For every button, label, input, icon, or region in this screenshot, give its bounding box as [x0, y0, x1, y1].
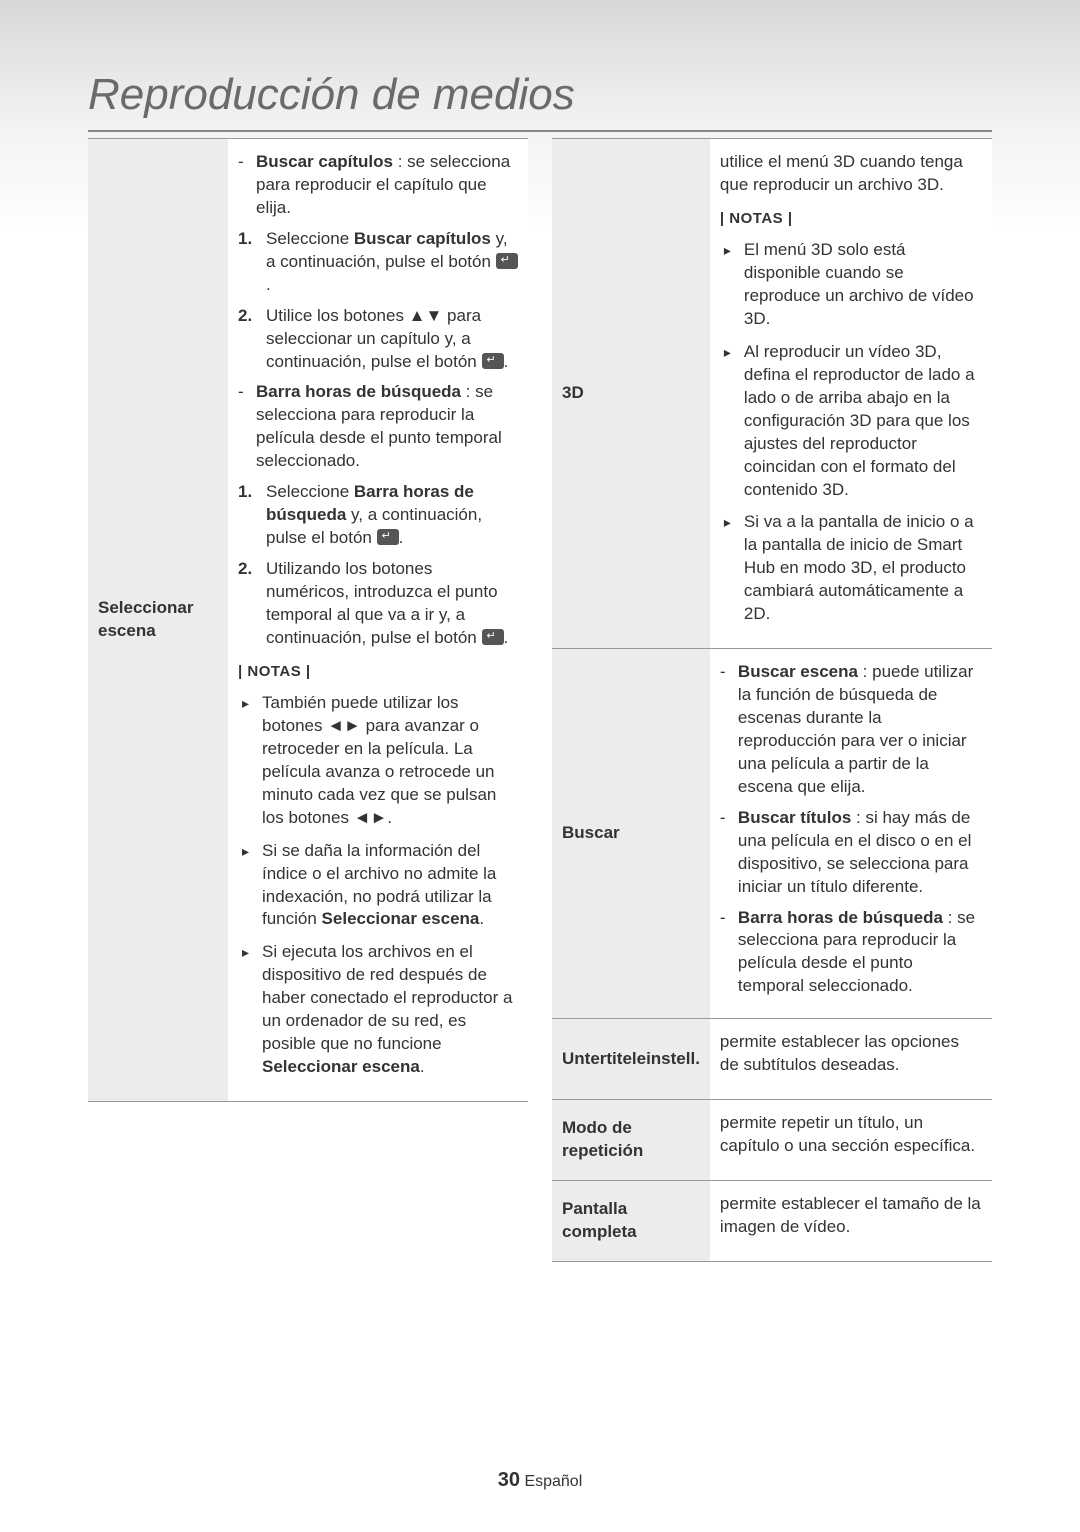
- row-content: permite repetir un título, un capítulo o…: [710, 1100, 992, 1181]
- note-bullet: Al reproducir un vídeo 3D, defina el rep…: [720, 341, 982, 502]
- description-text: permite repetir un título, un capítulo o…: [720, 1112, 982, 1158]
- description-text: utilice el menú 3D cuando tenga que repr…: [720, 151, 982, 197]
- row-label: 3D: [552, 139, 710, 649]
- left-table: Seleccionar escena Buscar capítulos : se…: [88, 138, 528, 1102]
- page-number: 30: [498, 1469, 520, 1491]
- note-bullet: Si va a la pantalla de inicio o a la pan…: [720, 511, 982, 626]
- numbered-step: 1.Seleccione Buscar capítulos y, a conti…: [238, 228, 518, 297]
- row-content: utilice el menú 3D cuando tenga que repr…: [710, 139, 992, 649]
- row-label-seleccionar-escena: Seleccionar escena: [88, 139, 228, 1102]
- content-columns: Seleccionar escena Buscar capítulos : se…: [0, 138, 1080, 1262]
- page-title: Reproducción de medios: [88, 0, 992, 132]
- notes-heading: | NOTAS |: [238, 662, 518, 682]
- row-content: permite establecer las opciones de subtí…: [710, 1019, 992, 1100]
- row-label: Untertiteleinstell.: [552, 1019, 710, 1100]
- enter-button-icon: [377, 529, 399, 545]
- numbered-step: 1.Seleccione Barra horas de búsqueda y, …: [238, 481, 518, 550]
- row-label: Pantalla completa: [552, 1181, 710, 1262]
- left-column: Seleccionar escena Buscar capítulos : se…: [88, 138, 528, 1262]
- description-text: permite establecer el tamaño de la image…: [720, 1193, 982, 1239]
- right-table: 3Dutilice el menú 3D cuando tenga que re…: [552, 138, 992, 1262]
- dash-item: Barra horas de búsqueda : se selecciona …: [720, 907, 982, 999]
- row-content: permite establecer el tamaño de la image…: [710, 1181, 992, 1262]
- row-label: Buscar: [552, 649, 710, 1019]
- enter-button-icon: [496, 253, 518, 269]
- enter-button-icon: [482, 629, 504, 645]
- numbered-step: 2.Utilizando los botones numéricos, intr…: [238, 558, 518, 650]
- dash-item: Buscar escena : puede utilizar la funció…: [720, 661, 982, 799]
- description-text: permite establecer las opciones de subtí…: [720, 1031, 982, 1077]
- row-content: Buscar escena : puede utilizar la funció…: [710, 649, 992, 1019]
- numbered-step: 2.Utilice los botones ▲▼ para selecciona…: [238, 305, 518, 374]
- note-bullet: Si ejecuta los archivos en el dispositiv…: [238, 941, 518, 1079]
- row-content-seleccionar-escena: Buscar capítulos : se selecciona para re…: [228, 139, 528, 1102]
- note-bullet: Si se daña la información del índice o e…: [238, 840, 518, 932]
- right-column: 3Dutilice el menú 3D cuando tenga que re…: [552, 138, 992, 1262]
- row-label: Modo de repetición: [552, 1100, 710, 1181]
- enter-button-icon: [482, 353, 504, 369]
- note-bullet: El menú 3D solo está disponible cuando s…: [720, 239, 982, 331]
- dash-item: Buscar títulos : si hay más de una pelíc…: [720, 807, 982, 899]
- note-bullet: También puede utilizar los botones ◄► pa…: [238, 692, 518, 830]
- notes-heading: | NOTAS |: [720, 209, 982, 229]
- dash-item: Barra horas de búsqueda : se selecciona …: [238, 381, 518, 473]
- page-footer: 30 Español: [0, 1469, 1080, 1492]
- dash-item: Buscar capítulos : se selecciona para re…: [238, 151, 518, 220]
- page-language: Español: [524, 1473, 582, 1490]
